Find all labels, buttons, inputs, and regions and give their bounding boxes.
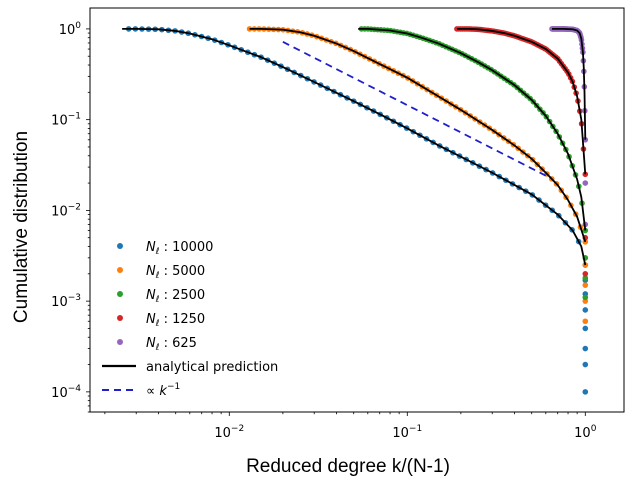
legend-label-625: Nℓ : 625 — [146, 336, 197, 353]
data-point — [582, 180, 589, 186]
data-point — [582, 282, 589, 288]
legend-label-reference: ∝ k−1 — [146, 382, 180, 399]
y-tick-label: 100 — [59, 21, 82, 38]
axis-ticks: 10−2 10−1 100 100 10−1 10−2 10−3 10−4 — [51, 21, 597, 441]
y-axis-label: Cumulative distribution — [11, 131, 32, 323]
analytical-curve-10000 — [122, 28, 587, 266]
plot-area — [122, 26, 589, 395]
legend: Nℓ : 10000 Nℓ : 5000 Nℓ : 2500 Nℓ : 1250 Nℓ … — [102, 240, 278, 399]
x-tick-label: 10−2 — [214, 424, 244, 441]
y-tick-label: 10−1 — [51, 112, 81, 129]
y-tick-label: 10−2 — [51, 202, 81, 219]
y-tick-label: 10−4 — [51, 384, 81, 401]
legend-marker-5000 — [117, 267, 123, 273]
y-tick-label: 10−3 — [51, 293, 81, 310]
data-point — [582, 307, 589, 313]
data-point — [582, 345, 589, 352]
data-point — [582, 318, 589, 325]
legend-label-5000: Nℓ : 5000 — [146, 264, 205, 281]
legend-label-analytical: analytical prediction — [146, 360, 278, 375]
data-point — [582, 389, 589, 395]
analytical-curve-1250 — [456, 28, 587, 175]
legend-marker-625 — [117, 339, 123, 345]
data-point — [582, 262, 589, 268]
analytical-curve-2500 — [358, 28, 587, 231]
x-axis-label: Reduced degree k/(N-1) — [246, 456, 450, 477]
data-point — [582, 294, 589, 301]
x-tick-label: 100 — [574, 424, 597, 441]
legend-marker-2500 — [117, 291, 123, 297]
legend-label-2500: Nℓ : 2500 — [146, 288, 205, 305]
legend-label-10000: Nℓ : 10000 — [146, 240, 213, 257]
analytical-curve-625 — [551, 28, 587, 140]
legend-marker-1250 — [117, 315, 123, 321]
x-tick-label: 10−1 — [392, 424, 422, 441]
analytical-curve-5000 — [249, 28, 587, 243]
legend-label-1250: Nℓ : 1250 — [146, 312, 205, 329]
data-point — [582, 325, 589, 332]
data-point — [582, 275, 589, 281]
data-point — [582, 271, 589, 277]
data-point — [582, 361, 589, 368]
legend-marker-10000 — [117, 243, 123, 249]
reference-line — [282, 41, 550, 179]
